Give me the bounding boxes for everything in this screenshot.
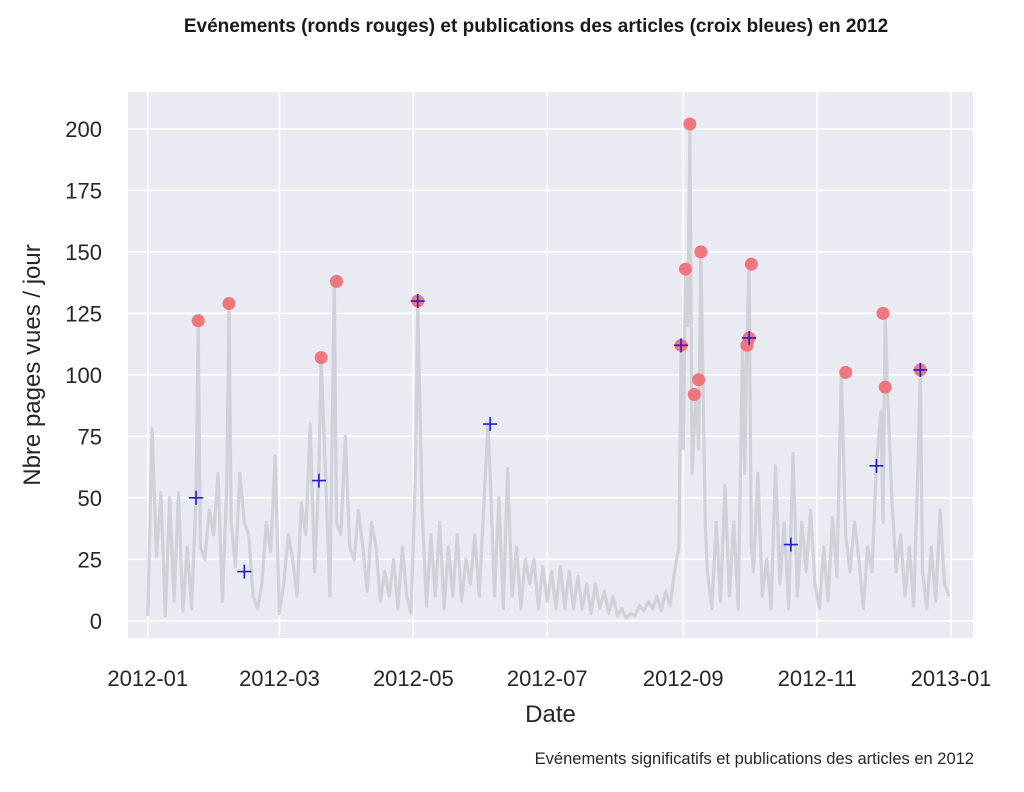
x-tick-label: 2012-11 — [778, 666, 857, 691]
publication-point — [783, 537, 798, 552]
y-tick-label: 25 — [78, 547, 102, 572]
x-tick-label: 2012-03 — [239, 666, 320, 691]
y-tick-label: 125 — [65, 301, 102, 326]
x-tick-label: 2012-07 — [507, 666, 588, 691]
traffic-series — [146, 122, 951, 620]
y-tick-label: 75 — [78, 424, 102, 449]
event-point — [314, 351, 328, 365]
x-tick-label: 2012-05 — [373, 666, 454, 691]
x-axis-label: Date — [525, 701, 576, 728]
y-tick-label: 0 — [90, 609, 102, 634]
y-tick-label: 200 — [65, 117, 102, 142]
event-point — [191, 314, 205, 328]
publication-point — [483, 417, 498, 432]
event-point — [678, 262, 692, 276]
event-point — [692, 373, 706, 387]
plot-area — [128, 92, 973, 638]
event-point — [839, 365, 853, 379]
publication-point — [742, 330, 757, 345]
x-tick-label: 2012-01 — [107, 666, 188, 691]
x-tick-label: 2013-01 — [911, 666, 992, 691]
event-point — [744, 257, 758, 271]
publication-point — [410, 294, 425, 309]
y-tick-labels: 0 25 50 75 100 125 150 175 200 — [65, 117, 102, 634]
publication-point — [869, 458, 884, 473]
publication-point — [189, 490, 204, 505]
y-tick-label: 175 — [65, 178, 102, 203]
y-tick-label: 50 — [78, 486, 102, 511]
event-point — [694, 245, 708, 259]
publication-point — [913, 362, 928, 377]
event-point — [222, 297, 236, 311]
x-tick-labels: 2012-01 2012-03 2012-05 2012-07 2012-09 2012-… — [107, 666, 991, 691]
y-tick-label: 150 — [65, 240, 102, 265]
y-tick-label: 100 — [65, 363, 102, 388]
event-point — [876, 306, 890, 320]
event-point — [683, 117, 697, 131]
event-point — [687, 388, 701, 402]
publication-point — [237, 564, 252, 579]
x-tick-label: 2012-09 — [643, 666, 724, 691]
publication-markers — [189, 294, 928, 579]
event-point — [878, 380, 892, 394]
traffic-line — [146, 122, 951, 620]
publication-point — [674, 338, 689, 353]
figure-caption: Evénements significatifs et publications… — [534, 750, 974, 768]
chart-title: Evénements (ronds rouges) et publication… — [183, 16, 889, 37]
event-point — [330, 274, 344, 288]
publication-point — [311, 473, 326, 488]
y-axis-label: Nbre pages vues / jour — [19, 244, 46, 485]
